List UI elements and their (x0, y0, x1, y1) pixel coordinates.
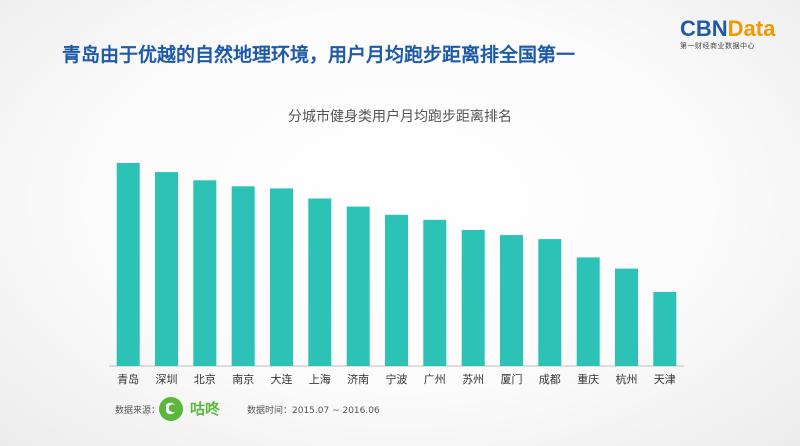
x-tick-label: 深圳 (156, 373, 178, 386)
logo-suffix: Data (727, 16, 776, 41)
x-tick-label: 青岛 (117, 372, 139, 386)
x-tick-label: 广州 (424, 373, 446, 386)
bar-杭州 (615, 268, 638, 366)
logo-wordmark: CBNData (680, 18, 780, 40)
logo-subtitle: 第一财经商业数据中心 (680, 42, 755, 50)
bars-group (116, 163, 677, 366)
gudong-logo-icon (159, 397, 183, 421)
bar-大连 (270, 188, 293, 366)
x-tick-label: 杭州 (616, 372, 638, 386)
bar-天津 (653, 291, 677, 366)
x-tick-label: 成都 (539, 373, 561, 386)
x-tick-label: 天津 (654, 373, 676, 386)
source-label: 数据来源： (115, 406, 161, 416)
bar-广州 (423, 219, 447, 366)
cbndata-logo: CBNData 第一财经商业数据中心 (680, 18, 780, 51)
bar-青岛 (116, 163, 140, 366)
x-tick-label: 厦门 (501, 372, 523, 386)
x-tick-label: 南京 (232, 372, 254, 386)
chart-title: 分城市健身类用户月均跑步距离排名 (288, 109, 512, 125)
bar-深圳 (155, 172, 178, 366)
bar-重庆 (576, 257, 600, 366)
x-tick-labels: 青岛 深圳 北京 南京 大连 上海 济南 宁波 广州 苏州 厦门 成都 重庆 杭州 天津 (117, 372, 676, 386)
bar-济南 (346, 206, 370, 366)
x-tick-label: 上海 (309, 372, 331, 386)
bar-苏州 (461, 230, 485, 366)
x-tick-label: 重庆 (577, 372, 599, 386)
data-time: 数据时间：2015.07 ~ 2016.06 (247, 406, 380, 416)
bar-上海 (308, 198, 332, 366)
page-title: 青岛由于优越的自然地理环境，用户月均跑步距离排全国第一 (62, 44, 576, 66)
source-brand: 咕咚 (190, 400, 221, 418)
bar-南京 (231, 186, 255, 366)
x-tick-label: 宁波 (386, 372, 408, 386)
x-tick-label: 苏州 (462, 373, 484, 386)
bar-厦门 (500, 235, 523, 366)
x-tick-label: 济南 (347, 372, 369, 386)
x-tick-label: 大连 (271, 372, 293, 386)
x-tick-label: 北京 (194, 372, 216, 386)
bar-宁波 (385, 214, 408, 366)
logo-prefix: CBN (680, 16, 728, 41)
bar-成都 (538, 239, 562, 366)
bar-北京 (193, 180, 217, 366)
